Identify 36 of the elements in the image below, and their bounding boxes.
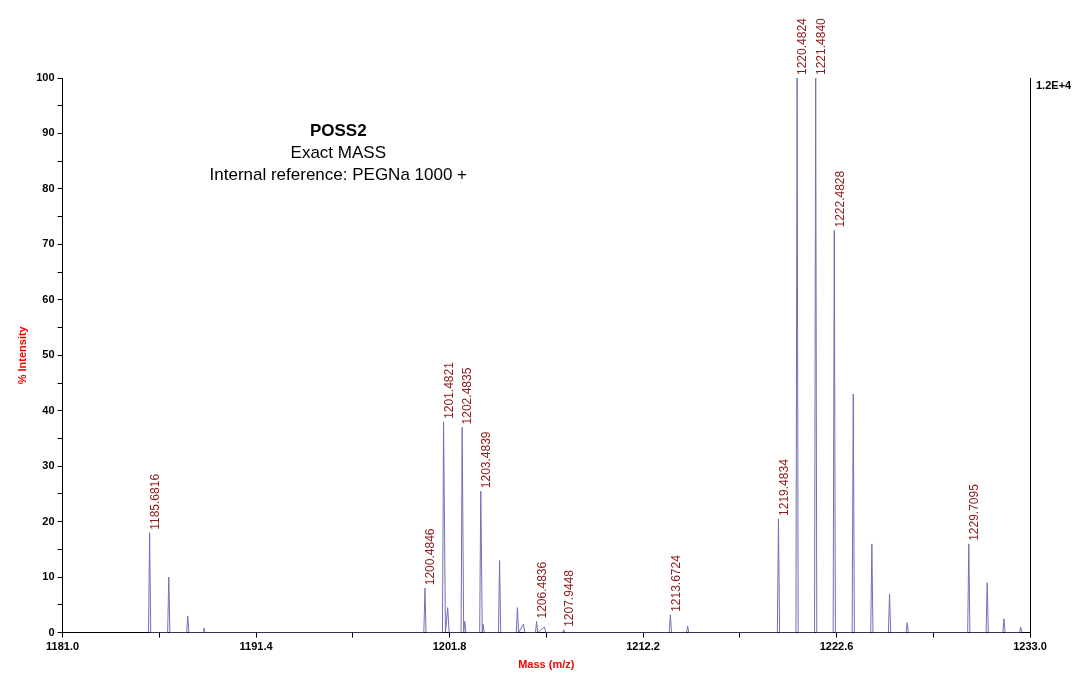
annotation: 1185.6816 [147, 473, 162, 530]
text: POSS2 [309, 121, 367, 140]
annotation: 1200.4846 [423, 528, 438, 586]
annotation: 1229.7095 [967, 483, 982, 541]
annotation: 1207.9448 [562, 569, 577, 627]
y-tick-label: 40 [42, 403, 55, 416]
annotation: 1220.4824 [795, 17, 810, 75]
y-tick-label: 100 [36, 71, 55, 84]
x-tick-label: 1222.6 [819, 640, 854, 653]
y-tick-label: 0 [48, 625, 55, 638]
x-tick-label: 1181.0 [46, 640, 80, 653]
x-tick-label: 1233.0 [1013, 640, 1047, 653]
y-tick-label: 30 [42, 459, 55, 472]
y-axis-title: % Intensity [15, 325, 28, 385]
y-tick-label: 80 [42, 181, 55, 194]
y-tick-label: 60 [42, 292, 55, 305]
annotation: 1201.4821 [441, 361, 456, 419]
x-tick-label: 1191.4 [239, 640, 274, 653]
x-tick-label: 1201.8 [432, 640, 467, 653]
x-tick-label: 1212.2 [626, 640, 660, 653]
annotation: 1206.4836 [534, 561, 549, 619]
annotation: 1202.4835 [460, 367, 475, 425]
annotation: 1213.6724 [668, 554, 683, 612]
annotation: 1203.4839 [479, 431, 494, 489]
y-tick-label: 90 [42, 126, 55, 139]
annotation: Internal reference: PEGNa 1000 + [209, 165, 468, 184]
annotation: 1221.4840 [813, 17, 828, 75]
y-tick-label: 20 [42, 514, 55, 527]
y-tick-label: 70 [42, 237, 55, 250]
text: Exact MASS [290, 143, 386, 162]
y-tick-label: 10 [42, 570, 55, 583]
annotation: 1219.4834 [776, 458, 791, 516]
annotation: 1222.4828 [832, 170, 847, 228]
text: 1.2E+4 [1036, 79, 1073, 92]
y-tick-label: 50 [42, 348, 55, 361]
x-axis-title: Mass (m/z) [518, 658, 575, 671]
